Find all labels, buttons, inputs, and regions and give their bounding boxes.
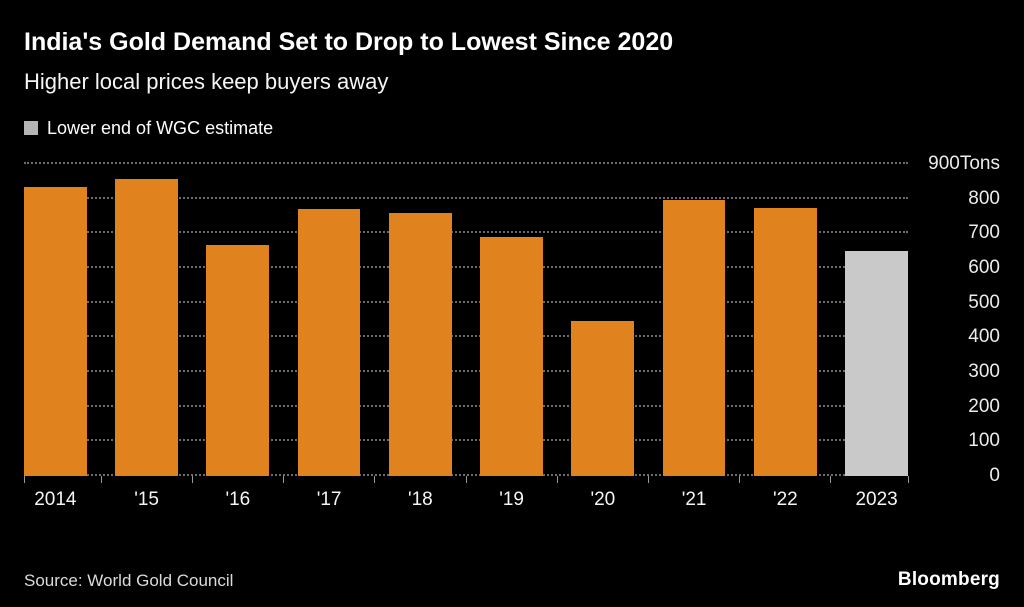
y-tick-label: 400 (968, 326, 1000, 348)
gridline (24, 231, 908, 234)
x-axis-labels: 2014 '15 '16 '17 '18 '19 '20 '21 '22 2023 (24, 483, 908, 511)
gridline (24, 266, 908, 269)
bar (206, 245, 270, 477)
gridline (24, 162, 908, 165)
x-tick-label: '21 (681, 489, 707, 511)
x-axis-tick (23, 476, 25, 484)
legend: Lower end of WGC estimate (24, 118, 1000, 138)
bar (571, 321, 635, 477)
x-tick-label: '22 (772, 489, 798, 511)
y-axis: 0 100 200 300 400 500 600 700 800 900Tons (908, 154, 1000, 486)
gridline (24, 370, 908, 373)
x-axis-tick (283, 476, 284, 484)
footer: Source: World Gold Council Bloomberg (24, 569, 1000, 591)
x-axis-tick (647, 476, 649, 484)
plot-area (24, 162, 908, 477)
x-axis-tick (739, 476, 741, 484)
x-axis-tick (907, 476, 909, 484)
bar (845, 250, 908, 477)
x-tick-label: '18 (407, 489, 433, 511)
x-axis-tick (830, 476, 832, 484)
y-tick-label: 900Tons (928, 153, 1000, 175)
x-axis-tick (191, 476, 193, 484)
gridline (24, 196, 908, 199)
y-tick-label: 800 (968, 187, 1000, 209)
gridline (24, 404, 908, 407)
y-tick-label: 300 (968, 361, 1000, 383)
bar (753, 207, 817, 477)
chart-subtitle: Higher local prices keep buyers away (24, 68, 389, 94)
bar (480, 236, 543, 477)
x-axis-tick (556, 476, 558, 484)
y-tick-label: 200 (968, 395, 1000, 417)
bar (24, 187, 87, 477)
bar (388, 212, 452, 477)
x-axis-tick (100, 476, 102, 484)
x-tick-label: '17 (316, 489, 342, 511)
x-tick-label: '20 (590, 489, 616, 511)
x-tick-label: '15 (134, 489, 160, 511)
x-tick-label: '16 (225, 489, 251, 511)
bloomberg-logo: Bloomberg (897, 569, 1000, 590)
x-tick-label: 2014 (34, 489, 77, 511)
legend-swatch-icon (24, 121, 38, 136)
x-tick-label: '19 (499, 489, 524, 511)
y-tick-label: 500 (968, 291, 1000, 313)
y-tick-label: 100 (968, 430, 1000, 452)
gridline (24, 335, 908, 338)
chart-title: India's Gold Demand Set to Drop to Lowes… (24, 28, 674, 56)
gridline (24, 300, 908, 303)
y-tick-label: 0 (989, 465, 1000, 487)
bar-chart: 2014 '15 '16 '17 '18 '19 '20 '21 '22 2023 0 100 200… (23, 154, 1000, 511)
x-axis-tick (465, 476, 467, 484)
source-note: Source: World Gold Council (24, 571, 234, 590)
y-tick-label: 600 (968, 257, 1000, 279)
gridline (24, 439, 908, 442)
bar (662, 199, 726, 477)
x-axis-ticks (23, 476, 909, 484)
bar (297, 208, 361, 477)
x-tick-label: 2023 (855, 489, 898, 511)
plot-column: 2014 '15 '16 '17 '18 '19 '20 '21 '22 2023 (23, 162, 909, 511)
y-tick-label: 700 (968, 222, 1000, 244)
x-axis-tick (374, 476, 376, 484)
legend-label: Lower end of WGC estimate (47, 117, 274, 138)
bar (115, 178, 178, 477)
gridline (24, 474, 908, 477)
